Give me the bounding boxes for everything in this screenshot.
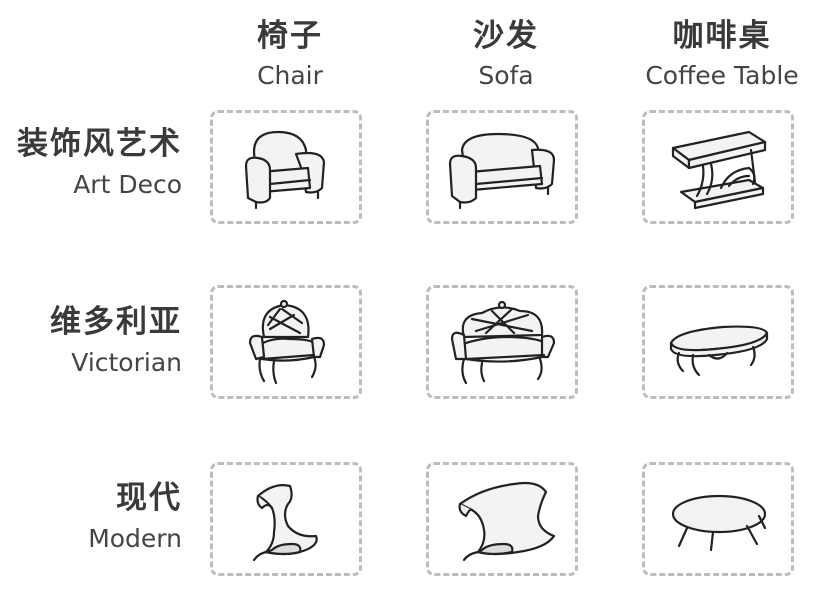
column-header-coffee-table: 咖啡桌 Coffee Table [632,14,812,92]
row-header-zh: 现代 [116,480,182,516]
row-header-zh: 装饰风艺术 [17,126,182,162]
row-header-en: Victorian [71,348,182,377]
column-header-chair: 椅子 Chair [200,14,380,92]
column-header-zh: 咖啡桌 [672,18,772,54]
row-header-en: Modern [88,524,182,553]
cell-victorian-coffee-table [642,285,794,399]
modern-chair-icon [252,484,318,562]
victorian-chair-icon [248,299,326,385]
column-header-zh: 椅子 [257,18,323,54]
row-header-en: Art Deco [73,170,182,199]
modern-coffee-table-icon [671,494,767,552]
cell-modern-sofa [426,462,578,576]
cell-victorian-sofa [426,285,578,399]
cell-art-deco-chair [210,110,362,224]
victorian-sofa-icon [450,300,556,385]
cell-modern-coffee-table [642,462,794,576]
column-header-zh: 沙发 [473,18,539,54]
cell-art-deco-sofa [426,110,578,224]
row-header-victorian: 维多利亚 Victorian [0,300,182,380]
victorian-coffee-table-icon [669,325,769,377]
modern-sofa-icon [458,481,556,562]
column-header-en: Sofa [478,61,534,90]
row-header-modern: 现代 Modern [0,476,182,556]
art-deco-chair-icon [244,130,326,210]
art-deco-sofa-icon [448,132,556,210]
row-header-zh: 维多利亚 [50,304,182,340]
art-deco-coffee-table-icon [671,130,767,210]
column-header-sofa: 沙发 Sofa [416,14,596,92]
cell-victorian-chair [210,285,362,399]
cell-art-deco-coffee-table [642,110,794,224]
column-header-en: Coffee Table [645,61,799,90]
cell-modern-chair [210,462,362,576]
column-header-en: Chair [257,61,323,90]
row-header-art-deco: 装饰风艺术 Art Deco [0,122,182,202]
